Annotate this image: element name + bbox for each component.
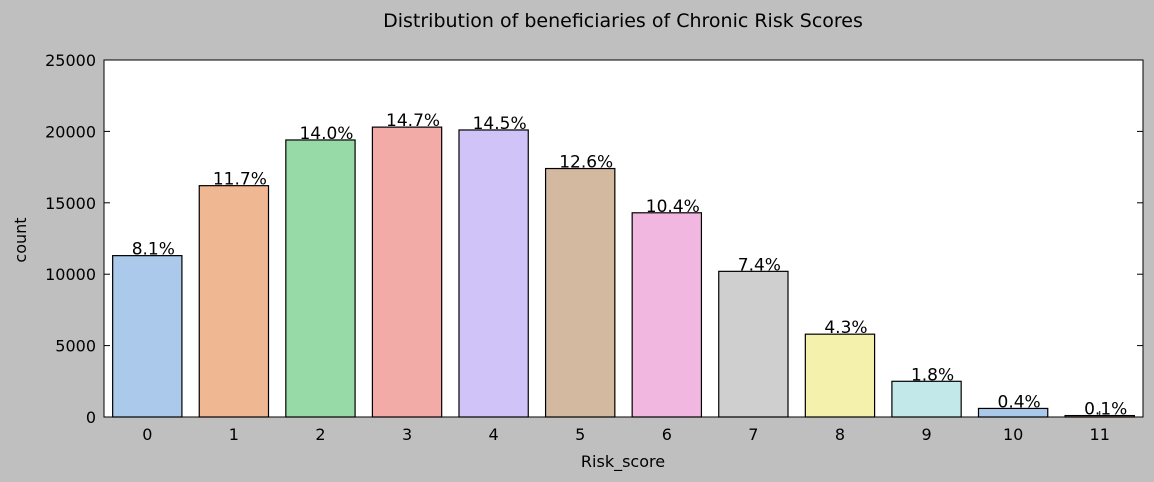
x-tick-label: 8 (835, 425, 845, 444)
data-label: 0.1% (1084, 400, 1127, 420)
x-tick-label: 1 (229, 425, 239, 444)
x-tick-label: 0 (142, 425, 152, 444)
bar (371, 126, 443, 418)
bar (631, 212, 703, 418)
data-label: 0.4% (998, 392, 1041, 412)
bar (285, 139, 356, 418)
chart-title: Distribution of beneficiaries of Chronic… (383, 10, 863, 32)
bar (804, 333, 876, 418)
data-label: 11.7% (213, 170, 267, 190)
y-tick-label: 5000 (55, 337, 96, 356)
x-tick-label: 3 (402, 425, 412, 444)
plot-area (104, 60, 1143, 417)
bar (458, 129, 529, 418)
plot-frame (103, 59, 1144, 418)
y-tick-label: 25000 (45, 51, 96, 70)
data-label: 12.6% (559, 153, 613, 173)
x-axis-label: Risk_score (581, 452, 665, 472)
data-label: 1.8% (911, 365, 954, 385)
data-label: 14.0% (299, 124, 353, 144)
y-tick-label: 10000 (45, 265, 96, 284)
x-tick-label: 6 (662, 425, 672, 444)
x-tick-label: 9 (921, 425, 931, 444)
bar (198, 185, 270, 418)
y-tick-label: 15000 (45, 194, 96, 213)
data-label: 10.4% (646, 197, 700, 217)
bar (891, 380, 962, 418)
x-tick-label: 5 (575, 425, 585, 444)
y-axis-label: count (11, 217, 30, 262)
data-label: 14.5% (473, 114, 527, 134)
bar (718, 270, 789, 418)
bar (112, 255, 183, 418)
x-tick-label: 2 (315, 425, 325, 444)
x-tick-label: 11 (1090, 425, 1110, 444)
data-label: 8.1% (132, 240, 175, 260)
y-tick-label: 20000 (45, 122, 96, 141)
y-tick-label: 0 (86, 408, 96, 427)
data-label: 4.3% (824, 318, 867, 338)
x-tick-label: 7 (748, 425, 758, 444)
bar (544, 167, 616, 418)
x-tick-label: 10 (1003, 425, 1023, 444)
x-tick-label: 4 (489, 425, 499, 444)
data-label: 14.7% (386, 111, 440, 131)
data-label: 7.4% (738, 255, 781, 275)
